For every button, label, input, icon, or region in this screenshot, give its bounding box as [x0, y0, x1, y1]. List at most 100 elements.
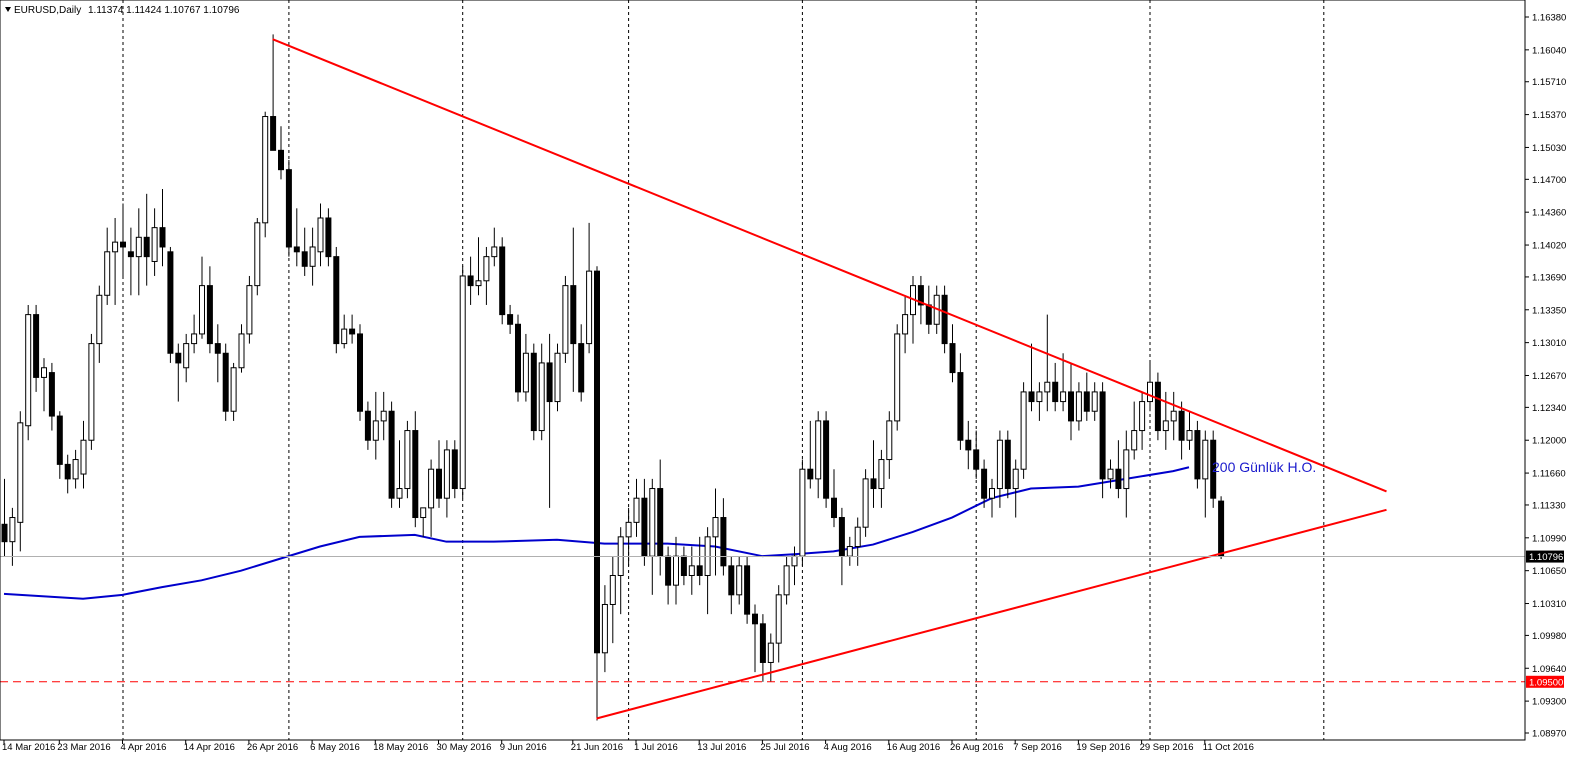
price-tick-label: 1.15030 — [1532, 143, 1566, 154]
symbol-timeframe: EURUSD,Daily — [14, 5, 81, 16]
candles — [1, 34, 1225, 721]
candle-body-bull — [183, 343, 190, 369]
candle — [254, 217, 261, 296]
candle — [728, 556, 735, 615]
candle-body-bear — [759, 623, 766, 663]
candle — [396, 440, 403, 508]
candle-body-bear — [1052, 381, 1059, 403]
candle — [246, 275, 253, 344]
candle — [175, 343, 182, 402]
candle — [199, 256, 205, 339]
candle — [973, 430, 980, 479]
candle-body-bear — [578, 343, 585, 393]
price-tick-label: 1.12670 — [1532, 371, 1566, 382]
candle — [807, 420, 814, 489]
time-tick-label: 4 Apr 2016 — [121, 742, 167, 753]
support-price-label: 1.09500 — [1529, 677, 1563, 688]
candle-body-bear — [831, 497, 837, 519]
candle-body-bull — [404, 430, 411, 490]
candle-body-bull — [317, 217, 324, 253]
candle — [420, 507, 427, 537]
candle-body-bull — [341, 328, 348, 345]
candle-body-bear — [507, 314, 514, 325]
candle-body-bull — [112, 241, 119, 253]
candle — [112, 217, 119, 305]
candle — [17, 411, 24, 552]
candle-body-bear — [64, 463, 71, 480]
candle — [1131, 401, 1138, 460]
candle-body-bear — [451, 449, 458, 490]
candle — [214, 324, 221, 383]
time-tick-label: 16 Aug 2016 — [887, 742, 940, 753]
price-tick-label: 1.09980 — [1532, 631, 1566, 642]
price-tick-label: 1.13010 — [1532, 338, 1566, 349]
candle — [507, 304, 514, 334]
candle-body-bear — [515, 323, 521, 393]
price-tick-label: 1.11660 — [1532, 469, 1566, 480]
price-tick-label: 1.14020 — [1532, 241, 1566, 252]
candle — [293, 208, 300, 267]
time-tick-label: 29 Sep 2016 — [1140, 742, 1194, 753]
price-tick-label: 1.16040 — [1532, 45, 1566, 56]
time-tick-label: 6 May 2016 — [310, 742, 360, 753]
candle-body-bear — [278, 149, 284, 171]
candle-body-bear — [696, 565, 703, 576]
candle — [222, 343, 229, 421]
candle-body-bear — [720, 517, 727, 567]
triangle-down-icon[interactable] — [5, 7, 11, 12]
candle — [104, 227, 111, 305]
candle-body-bear — [293, 246, 300, 253]
candle-body-bear — [436, 468, 442, 499]
candle — [696, 536, 703, 586]
candle-body-bull — [199, 285, 205, 335]
candle — [775, 585, 782, 663]
candle — [483, 246, 490, 305]
candle — [270, 34, 277, 151]
candle — [578, 324, 585, 402]
candle — [72, 449, 79, 489]
candle-body-bear — [120, 241, 126, 248]
candle — [949, 324, 956, 383]
candle-body-bear — [546, 362, 553, 403]
candle — [151, 208, 158, 276]
candle — [854, 517, 861, 566]
candle-body-bear — [1004, 439, 1011, 490]
price-tick-label: 1.08970 — [1532, 729, 1566, 740]
candle-body-bear — [941, 294, 948, 345]
candle-body-bear — [973, 449, 980, 470]
candle — [491, 227, 498, 267]
candle — [191, 314, 198, 354]
candle-body-bull — [815, 420, 822, 480]
candle — [127, 227, 134, 296]
candle — [562, 275, 569, 363]
candle-body-bear — [1, 523, 8, 543]
candle-body-bull — [586, 270, 593, 345]
candle-body-bull — [151, 227, 158, 262]
candle — [1052, 362, 1059, 412]
candle-body-bear — [1028, 391, 1035, 403]
candle — [1194, 420, 1201, 489]
candle-body-bear — [981, 468, 988, 499]
candle — [412, 411, 419, 528]
time-tick-label: 21 Jun 2016 — [571, 742, 623, 753]
candle — [499, 237, 506, 325]
candle — [515, 314, 521, 402]
candle — [96, 285, 103, 363]
candle — [996, 430, 1003, 508]
candle — [404, 420, 411, 499]
candle-body-bear — [333, 256, 340, 345]
candle — [1020, 382, 1027, 479]
candle-body-bear — [33, 314, 40, 378]
candle — [736, 556, 743, 605]
candle — [870, 440, 877, 508]
chart-header[interactable]: EURUSD,Daily 1.11374 1.11424 1.10767 1.1… — [5, 5, 240, 16]
time-tick-label: 18 May 2016 — [373, 742, 428, 753]
candle-body-bull — [262, 116, 269, 224]
candle-body-bear — [680, 555, 687, 576]
trendlines — [272, 38, 1387, 720]
candle-body-bear — [744, 565, 751, 615]
candle — [886, 411, 893, 479]
price-tick-label: 1.13350 — [1532, 305, 1566, 316]
candle — [120, 203, 126, 276]
